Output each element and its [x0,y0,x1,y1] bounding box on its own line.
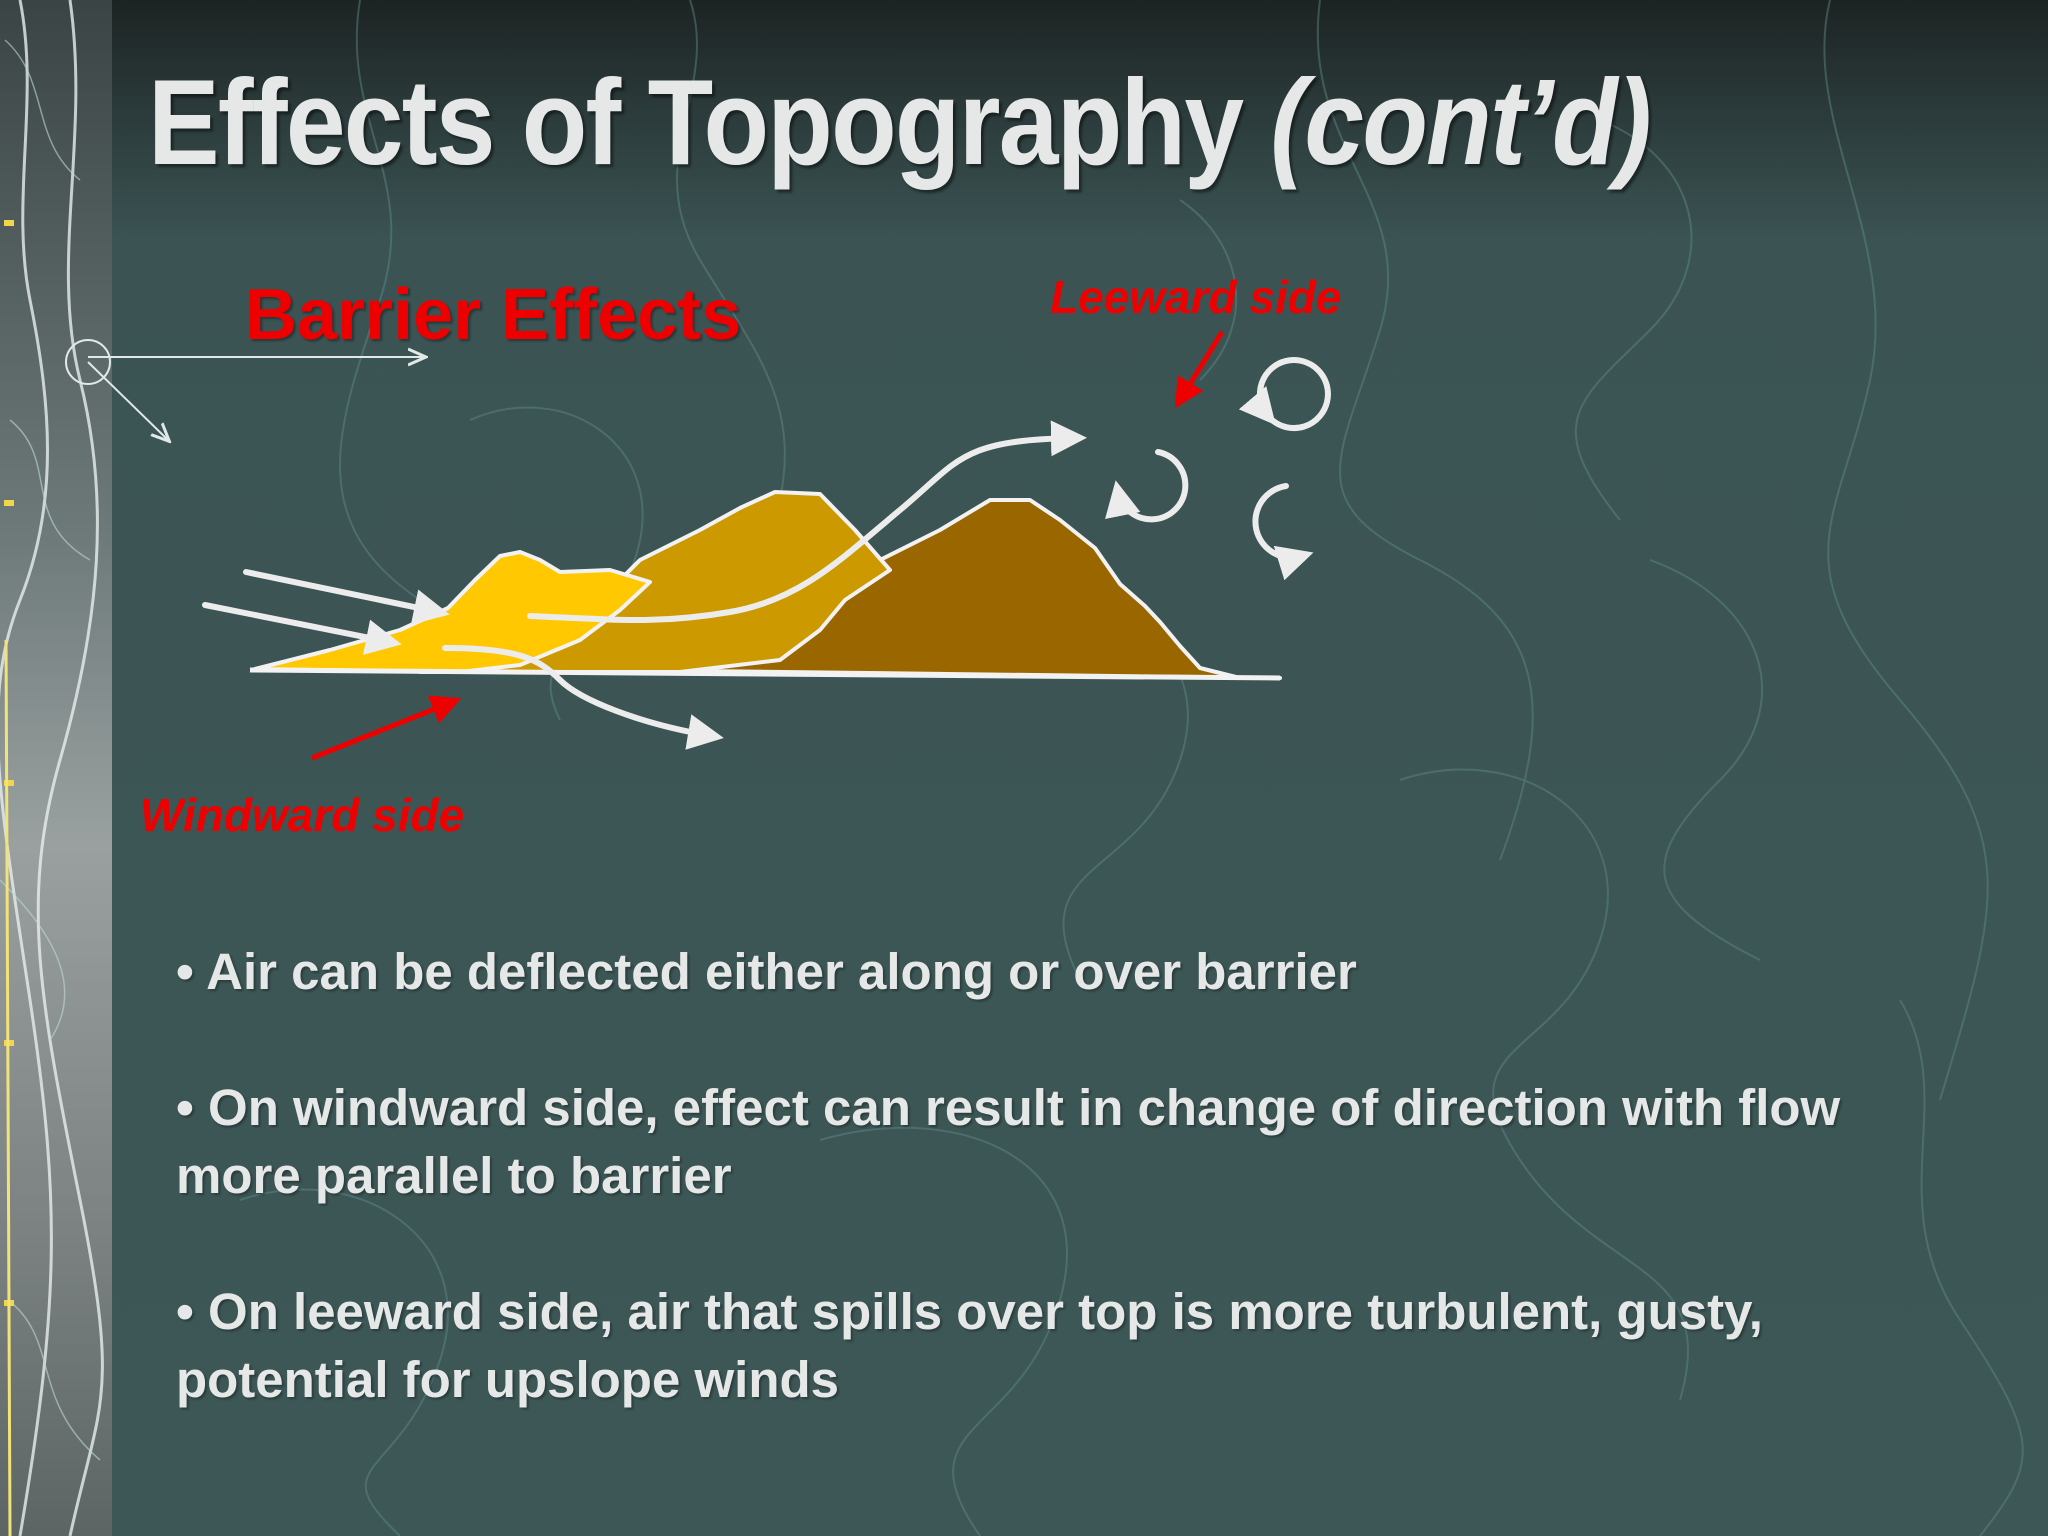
barrier-effects-heading: Barrier Effects [245,275,742,355]
title-main: Effects of Topography [148,54,1271,190]
windward-pointer [311,695,462,761]
arrow-icon [442,645,724,750]
leeward-pointer [1174,330,1225,409]
arrow-icon [202,602,402,655]
ground-line [249,667,1281,681]
eddy-icon [1238,357,1331,432]
windward-side-label: Windward side [140,789,465,841]
arrow-icon [243,569,450,625]
map-strip-decoration [0,0,112,1536]
bullet-item: On windward side, effect can result in c… [176,1074,1976,1210]
eddy-icon [1252,483,1314,581]
leeward-side-label: Leeward side [1050,271,1342,323]
compass-icon [65,339,424,440]
slide-title: Effects of Topography (cont’d) [148,52,1652,192]
arrow-icon [527,420,1087,623]
bullet-item: Air can be deflected either along or ove… [176,938,1976,1006]
title-subtitle: (cont’d) [1270,54,1651,190]
bullet-list: Air can be deflected either along or ove… [176,938,1976,1482]
eddy-icon [1105,449,1189,523]
bullet-item: On leeward side, air that spills over to… [176,1278,1976,1414]
